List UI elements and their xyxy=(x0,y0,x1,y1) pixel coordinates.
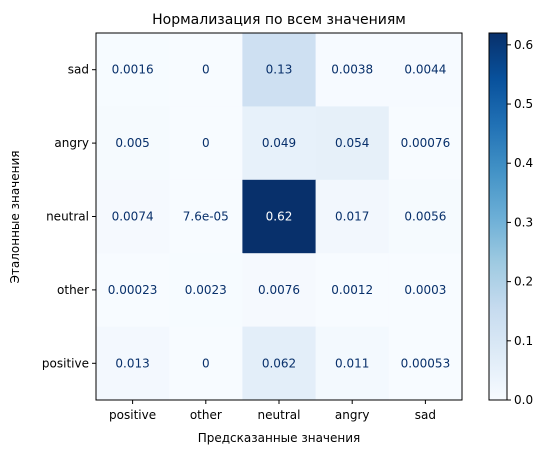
cell-value-label: 0.049 xyxy=(262,136,296,150)
heatmap-cell xyxy=(315,326,390,401)
colorbar-tick-label: 0.4 xyxy=(514,156,533,170)
x-tick-label: positive xyxy=(109,408,156,422)
x-tick-label: angry xyxy=(335,408,370,422)
cell-value-label: 0 xyxy=(202,356,210,370)
heatmap-cell xyxy=(315,179,390,254)
heatmap-cell xyxy=(242,253,317,328)
heatmap-cell xyxy=(96,179,170,254)
y-tick-label: positive xyxy=(42,356,89,370)
x-tick-label: sad xyxy=(415,408,436,422)
cell-value-label: 0.00023 xyxy=(108,283,158,297)
heatmap-cell xyxy=(315,33,390,107)
heatmap-cell xyxy=(169,326,243,401)
cell-value-label: 0.054 xyxy=(335,136,369,150)
cell-value-label: 0.0003 xyxy=(404,283,446,297)
colorbar xyxy=(488,32,508,401)
x-axis-label: Предсказанные значения xyxy=(198,431,361,445)
x-tick-label: other xyxy=(190,408,222,422)
heatmap-cell xyxy=(242,179,317,254)
chart-title: Нормализация по всем значениям xyxy=(152,12,406,28)
colorbar-ticks: 0.0 0.1 0.2 0.3 0.4 0.5 0.6 xyxy=(507,38,533,407)
cell-value-label: 0.011 xyxy=(335,356,369,370)
cell-value-label: 0.13 xyxy=(266,63,293,77)
cell-value-label: 0.013 xyxy=(115,356,149,370)
cell-value-label: 0.005 xyxy=(115,136,149,150)
heatmap-cell-labels: 0.0016 0 0.13 0.0038 0.0044 0.005 0 0.049 0.054 0… xyxy=(108,63,450,371)
cell-value-label: 7.6e-05 xyxy=(183,210,229,224)
cell-value-label: 0.0016 xyxy=(112,63,154,77)
heatmap-cell xyxy=(169,106,243,181)
cell-value-label: 0 xyxy=(202,136,210,150)
heatmap-cell xyxy=(388,106,463,181)
heatmap-cell xyxy=(315,253,390,328)
x-tick-label: neutral xyxy=(258,408,301,422)
colorbar-tick-label: 0.0 xyxy=(514,393,533,407)
heatmap-cell xyxy=(169,33,243,107)
colorbar-tick-label: 0.1 xyxy=(514,334,533,348)
heatmap-cell xyxy=(315,106,390,181)
heatmap-cell xyxy=(96,33,170,107)
heatmap-cell xyxy=(96,253,170,328)
heatmap-cell xyxy=(96,106,170,181)
cell-value-label: 0.62 xyxy=(266,210,293,224)
cell-value-label: 0.017 xyxy=(335,210,369,224)
heatmap-cell xyxy=(242,33,317,107)
cell-value-label: 0.062 xyxy=(262,356,296,370)
heatmap-cell xyxy=(388,33,463,107)
x-axis-ticks: positive other neutral angry sad xyxy=(109,400,436,422)
colorbar-tick-label: 0.6 xyxy=(514,38,533,52)
cell-value-label: 0.0023 xyxy=(185,283,227,297)
heatmap-cell xyxy=(388,179,463,254)
cell-value-label: 0 xyxy=(202,63,210,77)
cell-value-label: 0.0044 xyxy=(404,63,446,77)
y-tick-label: other xyxy=(57,283,89,297)
cell-value-label: 0.00053 xyxy=(401,356,451,370)
heatmap-cell xyxy=(242,106,317,181)
heatmap-cell xyxy=(169,253,243,328)
heatmap-cell xyxy=(242,326,317,401)
cell-value-label: 0.0056 xyxy=(404,210,446,224)
y-tick-label: neutral xyxy=(46,210,89,224)
cell-value-label: 0.0012 xyxy=(331,283,373,297)
heatmap-cell xyxy=(169,179,243,254)
y-tick-label: sad xyxy=(68,63,89,77)
cell-value-label: 0.0038 xyxy=(331,63,373,77)
colorbar-tick-label: 0.2 xyxy=(514,275,533,289)
cell-value-label: 0.0074 xyxy=(112,210,154,224)
cell-value-label: 0.0076 xyxy=(258,283,300,297)
colorbar-tick-label: 0.5 xyxy=(514,97,533,111)
y-axis-label: Эталонные значения xyxy=(8,150,22,283)
y-tick-label: angry xyxy=(54,136,89,150)
heatmap-cell xyxy=(388,326,463,401)
cell-value-label: 0.00076 xyxy=(401,136,451,150)
heatmap-cells xyxy=(96,33,463,401)
y-axis-ticks: sad angry neutral other positive xyxy=(42,63,96,370)
heatmap-cell xyxy=(388,253,463,328)
colorbar-tick-label: 0.3 xyxy=(514,215,533,229)
heatmap-cell xyxy=(96,326,170,401)
